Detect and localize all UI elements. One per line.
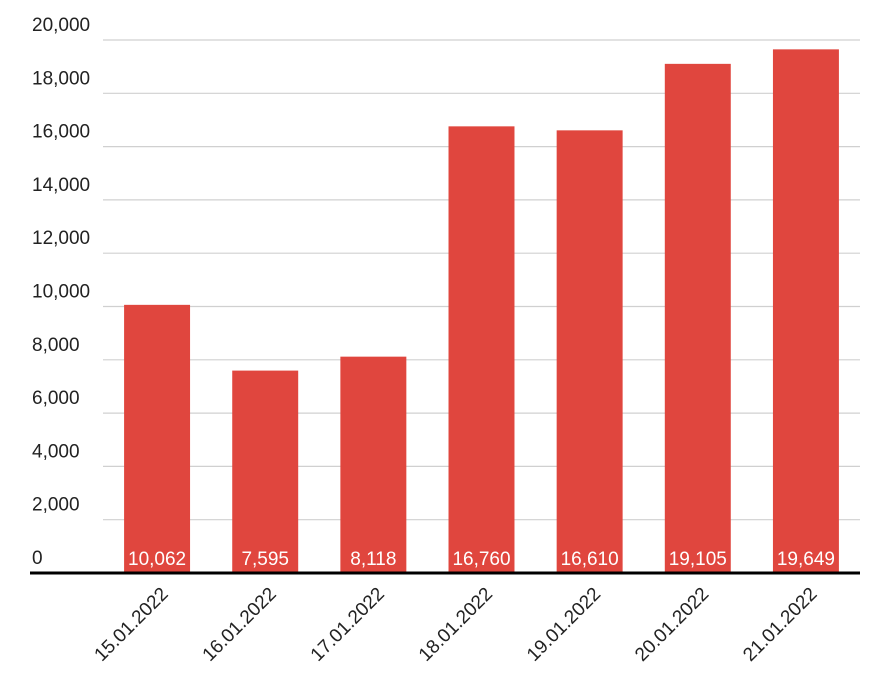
y-tick-label: 18,000 (32, 68, 90, 89)
bar (340, 356, 407, 573)
value-label: 7,595 (241, 549, 289, 570)
y-tick-label: 12,000 (32, 228, 90, 249)
y-tick-label: 8,000 (32, 335, 80, 356)
bar (124, 304, 191, 573)
x-tick-label: 21.01.2022 (739, 584, 821, 666)
y-tick-label: 10,000 (32, 282, 90, 303)
y-tick-label: 2,000 (32, 495, 80, 516)
bar (448, 126, 515, 573)
x-tick-label: 15.01.2022 (91, 584, 173, 666)
y-tick-label: 6,000 (32, 388, 80, 409)
value-label: 16,610 (561, 549, 619, 570)
y-tick-label: 20,000 (32, 15, 90, 36)
value-label: 16,760 (452, 549, 510, 570)
x-tick-label: 20.01.2022 (631, 584, 713, 666)
x-tick-label: 19.01.2022 (523, 584, 605, 666)
bar (556, 130, 623, 573)
value-label: 10,062 (128, 549, 186, 570)
value-label: 19,105 (669, 549, 727, 570)
y-tick-label: 14,000 (32, 175, 90, 196)
bar (664, 63, 731, 574)
x-tick-label: 16.01.2022 (199, 584, 281, 666)
x-tick-label: 17.01.2022 (307, 584, 389, 666)
x-tick-label: 18.01.2022 (415, 584, 497, 666)
value-label: 19,649 (777, 549, 835, 570)
y-tick-label: 16,000 (32, 122, 90, 143)
value-label: 8,118 (350, 549, 396, 570)
bar (772, 49, 839, 574)
y-tick-label: 4,000 (32, 441, 80, 462)
bar (232, 370, 299, 573)
y-tick-label: 0 (32, 548, 43, 569)
